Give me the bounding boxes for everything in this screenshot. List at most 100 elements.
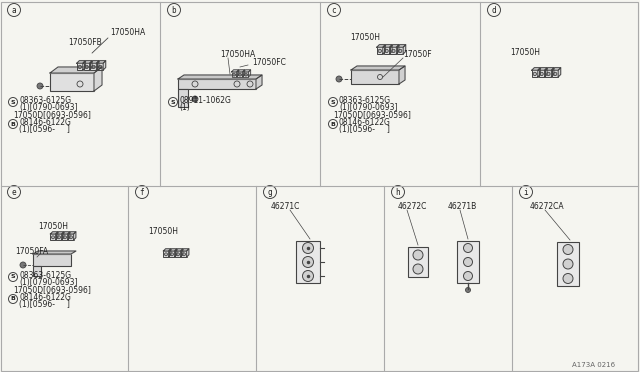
Bar (51, 234, 56, 240)
Polygon shape (74, 232, 76, 240)
Polygon shape (170, 249, 177, 251)
Text: A173A 0216: A173A 0216 (572, 362, 615, 368)
Polygon shape (243, 70, 251, 72)
Polygon shape (94, 67, 102, 91)
Text: 08363-6125G: 08363-6125G (19, 271, 71, 280)
Polygon shape (168, 249, 171, 257)
Bar (175, 251, 180, 257)
Polygon shape (181, 249, 189, 251)
Bar (68, 234, 74, 240)
Circle shape (547, 72, 550, 76)
Circle shape (58, 236, 60, 239)
Circle shape (52, 236, 54, 239)
Text: 17050F: 17050F (403, 50, 431, 59)
Circle shape (563, 259, 573, 269)
Text: e: e (12, 187, 16, 196)
Text: S: S (331, 99, 335, 105)
Polygon shape (539, 68, 547, 70)
Circle shape (20, 262, 26, 268)
Bar (557, 242, 579, 286)
Bar (33, 254, 71, 266)
Polygon shape (545, 68, 547, 77)
Bar (390, 47, 396, 54)
Text: B: B (331, 122, 335, 126)
Polygon shape (396, 45, 399, 54)
Text: S: S (171, 99, 175, 105)
Text: (1)[0790-0693]: (1)[0790-0693] (19, 103, 77, 112)
Polygon shape (51, 232, 58, 234)
Circle shape (554, 72, 557, 76)
Polygon shape (163, 249, 171, 251)
Bar (232, 72, 237, 77)
Bar (545, 70, 552, 77)
Bar (170, 251, 175, 257)
Bar (50, 73, 94, 91)
Polygon shape (61, 232, 64, 240)
Polygon shape (50, 67, 102, 73)
Circle shape (413, 250, 423, 260)
Bar (90, 63, 97, 70)
Bar (383, 47, 390, 54)
Polygon shape (90, 61, 99, 63)
Circle shape (465, 288, 470, 292)
Circle shape (170, 253, 173, 256)
Bar (181, 251, 187, 257)
Circle shape (192, 96, 198, 102)
Bar (296, 241, 320, 283)
Polygon shape (237, 70, 239, 77)
Bar (351, 70, 399, 84)
Polygon shape (558, 68, 561, 77)
Polygon shape (399, 66, 405, 84)
Bar (62, 234, 68, 240)
Circle shape (244, 73, 248, 76)
Text: 08911-1062G: 08911-1062G (179, 96, 231, 105)
Circle shape (70, 236, 72, 239)
Bar (397, 47, 403, 54)
Text: 17050D[0693-0596]: 17050D[0693-0596] (13, 110, 91, 119)
Text: 17050D[0693-0596]: 17050D[0693-0596] (13, 285, 91, 294)
Circle shape (540, 72, 543, 76)
Bar (178, 89, 188, 107)
Circle shape (413, 264, 423, 274)
Text: 17050FC: 17050FC (252, 58, 286, 67)
Circle shape (336, 76, 342, 82)
Polygon shape (403, 45, 406, 54)
Bar (377, 47, 383, 54)
Bar (552, 70, 558, 77)
Circle shape (385, 49, 388, 52)
Text: 17050H: 17050H (38, 222, 68, 231)
Text: f: f (140, 187, 144, 196)
Bar (97, 63, 103, 70)
Text: 46272C: 46272C (398, 202, 428, 211)
Polygon shape (383, 45, 385, 54)
Bar (33, 266, 41, 276)
Text: c: c (332, 6, 336, 15)
Text: 17050H: 17050H (148, 227, 178, 236)
Circle shape (78, 65, 81, 68)
Text: (1)[0596-     ]: (1)[0596- ] (19, 125, 70, 134)
Circle shape (303, 270, 314, 282)
Text: 46271B: 46271B (448, 202, 477, 211)
Circle shape (399, 49, 402, 52)
Circle shape (463, 244, 472, 253)
Bar (243, 72, 248, 77)
Polygon shape (84, 61, 92, 63)
Polygon shape (187, 249, 189, 257)
Text: (1): (1) (179, 103, 189, 112)
Circle shape (92, 65, 95, 68)
Polygon shape (33, 251, 76, 254)
Polygon shape (56, 232, 58, 240)
Circle shape (378, 49, 381, 52)
Circle shape (37, 83, 43, 89)
Circle shape (85, 65, 88, 68)
Polygon shape (237, 70, 244, 72)
Text: (1)[0790-0693]: (1)[0790-0693] (19, 278, 77, 287)
Polygon shape (97, 61, 99, 70)
Text: d: d (492, 6, 496, 15)
Text: 17050D[0693-0596]: 17050D[0693-0596] (333, 110, 411, 119)
Polygon shape (68, 232, 76, 234)
Polygon shape (538, 68, 540, 77)
Text: 17050FB: 17050FB (68, 38, 102, 47)
Text: h: h (396, 187, 400, 196)
Text: 08146-6122G: 08146-6122G (19, 118, 71, 127)
